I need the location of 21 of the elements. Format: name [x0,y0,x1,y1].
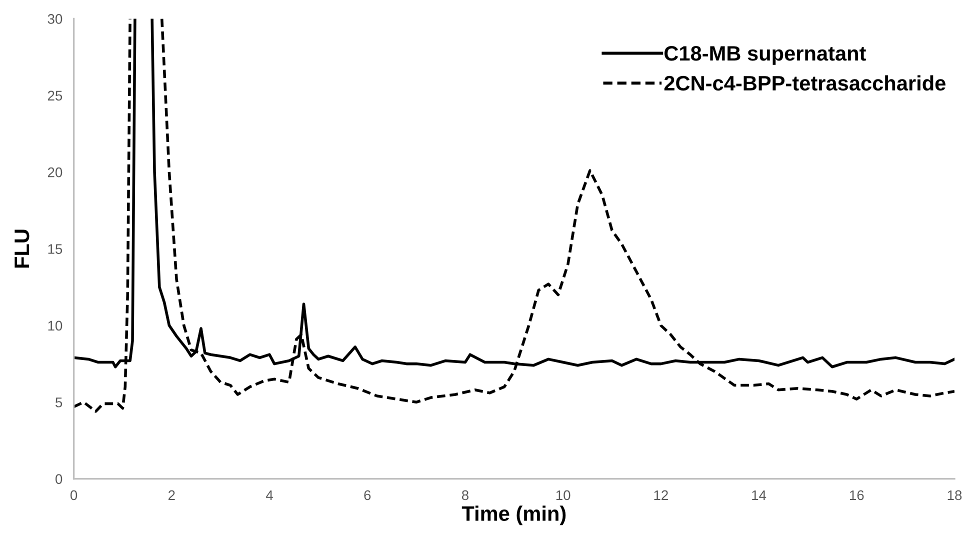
x-tick-label: 10 [556,490,570,500]
y-tick-label: 15 [48,244,62,254]
y-tick-label: 5 [56,398,62,408]
x-tick-label: 0 [70,490,78,500]
legend-label: 2CN-c4-BPP-tetrasaccharide [664,75,946,91]
x-axis-title: Time (min) [462,506,566,526]
x-tick-label: 18 [948,490,962,500]
x-tick-label: 4 [266,490,273,500]
y-tick-label: 0 [56,474,62,484]
legend-label: C18-MB supernatant [664,46,866,65]
y-axis-title: FLU [14,230,30,268]
y-tick-label: 10 [48,320,62,331]
x-tick-label: 12 [654,490,668,500]
x-tick-label: 14 [752,490,766,500]
y-tick-label: 25 [48,90,62,101]
x-tick-label: 2 [168,490,175,500]
x-tick-label: 6 [364,490,371,500]
x-tick-label: 8 [462,490,468,500]
y-tick-label: 30 [48,14,62,24]
y-tick-label: 20 [48,167,62,178]
x-tick-label: 16 [850,490,864,500]
